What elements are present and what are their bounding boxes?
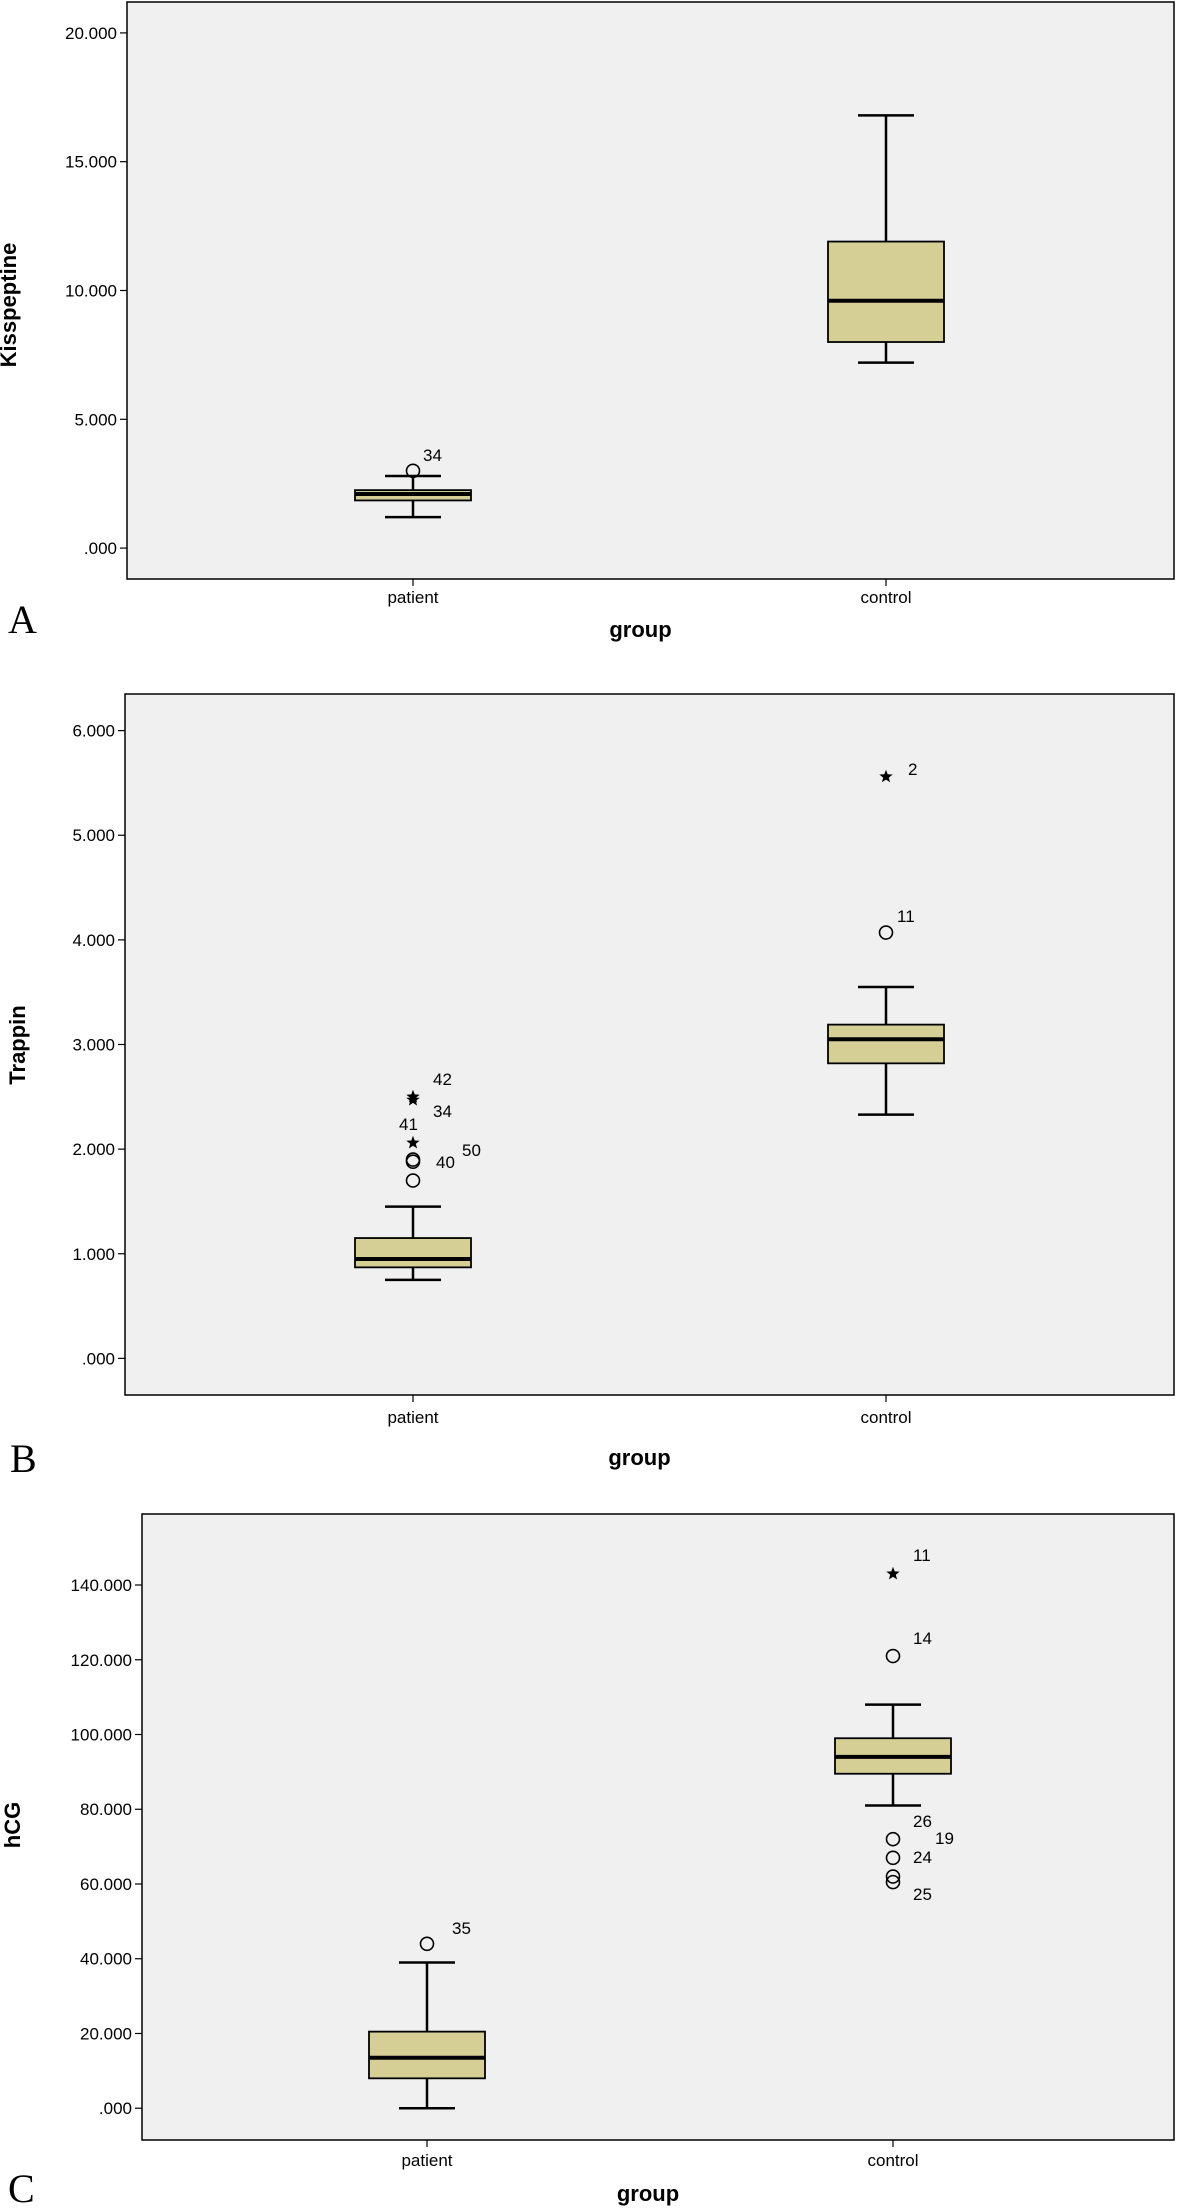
- outlier-circle: [885, 1648, 901, 1664]
- outlier-circle: [885, 1874, 901, 1890]
- outlier-label: 2: [908, 760, 917, 779]
- y-tick-label: 80.000: [80, 1800, 132, 1819]
- panel-letter: B: [10, 1436, 37, 1481]
- outlier-star: [879, 769, 893, 783]
- box-patient: [368, 1936, 486, 2110]
- outlier-label: 11: [897, 907, 915, 926]
- y-axis-label: hCG: [0, 1802, 25, 1848]
- y-tick-label: 15.000: [65, 153, 117, 172]
- chart-panel-a: .000 5.000 10.000 15.000 20.000 Kisspeptine pa…: [0, 1, 1175, 642]
- outlier-label: 40: [436, 1153, 455, 1172]
- y-tick-label: .000: [99, 2099, 132, 2118]
- outlier-star: [886, 1566, 900, 1580]
- y-tick-label: 120.000: [71, 1651, 132, 1670]
- y-tick-label: 3.000: [72, 1036, 115, 1055]
- outlier-label: 41: [399, 1115, 418, 1134]
- y-axis-label: Trappin: [5, 1005, 30, 1084]
- chart-panel-c: .000 20.000 40.000 60.000 80.000 100.000 120.0…: [0, 1513, 1175, 2211]
- x-tick-label-control: control: [860, 588, 911, 607]
- box-iqr: [368, 2030, 486, 2080]
- y-tick-label: 5.000: [74, 410, 117, 429]
- outlier-label: 34: [423, 446, 442, 465]
- box-control: [827, 769, 945, 1116]
- outlier-circle: [419, 1936, 435, 1952]
- box-patient: [354, 1089, 472, 1282]
- outlier-label: 25: [913, 1885, 932, 1904]
- outlier-label: 34: [433, 1102, 452, 1121]
- y-tick-label: 20.000: [65, 24, 117, 43]
- outlier-label: 50: [462, 1141, 481, 1160]
- x-axis-label: group: [608, 1445, 670, 1470]
- outlier-label: 35: [452, 1919, 471, 1938]
- outlier-label: 19: [935, 1829, 954, 1848]
- box-iqr: [827, 1023, 945, 1065]
- outlier-label: 24: [913, 1848, 932, 1867]
- box-control: [834, 1566, 952, 1890]
- plot-area: [141, 1513, 1175, 2141]
- y-tick-label: 60.000: [80, 1875, 132, 1894]
- box-iqr: [354, 1237, 472, 1269]
- y-tick-label: .000: [82, 1349, 115, 1368]
- y-tick-label: 1.000: [72, 1245, 115, 1264]
- outlier-circle: [405, 463, 421, 479]
- box-patient: [354, 463, 472, 519]
- outlier-circle: [885, 1850, 901, 1866]
- outlier-label: 26: [913, 1812, 932, 1831]
- plot-area: [126, 1, 1175, 580]
- x-axis-label: group: [617, 2181, 679, 2206]
- y-tick-label: 10.000: [65, 282, 117, 301]
- outlier-label: 42: [433, 1070, 452, 1089]
- outlier-label: 11: [913, 1546, 931, 1565]
- box-iqr: [827, 240, 945, 343]
- chart-panel-b: .000 1.000 2.000 3.000 4.000 5.000 6.000 Trappi…: [5, 693, 1175, 1481]
- x-tick-label-control: control: [867, 2151, 918, 2170]
- y-tick-label: 40.000: [80, 1950, 132, 1969]
- x-tick-label-patient: patient: [401, 2151, 452, 2170]
- x-tick-label-control: control: [860, 1408, 911, 1427]
- y-axis-label: Kisspeptine: [0, 243, 21, 368]
- outlier-circle: [885, 1869, 901, 1884]
- outlier-label: 14: [913, 1629, 932, 1648]
- outlier-circle: [405, 1154, 421, 1169]
- panel-letter: C: [8, 2166, 35, 2211]
- x-axis-label: group: [609, 617, 671, 642]
- y-tick-label: 140.000: [71, 1576, 132, 1595]
- outlier-circle: [405, 1173, 421, 1188]
- y-tick-label: 4.000: [72, 931, 115, 950]
- outlier-star: [406, 1135, 420, 1149]
- x-tick-label-patient: patient: [387, 588, 438, 607]
- y-tick-label: 20.000: [80, 2024, 132, 2043]
- y-tick-label: 2.000: [72, 1140, 115, 1159]
- outlier-circle: [885, 1831, 901, 1847]
- outlier-star: [406, 1093, 420, 1106]
- outlier-circle: [878, 925, 894, 940]
- y-tick-label: 6.000: [72, 722, 115, 741]
- x-tick-label-patient: patient: [387, 1408, 438, 1427]
- y-tick-label: .000: [84, 539, 117, 558]
- box-control: [827, 114, 945, 364]
- panel-letter: A: [8, 597, 37, 642]
- plot-area: [124, 693, 1175, 1396]
- y-tick-label: 5.000: [72, 826, 115, 845]
- y-tick-label: 100.000: [71, 1726, 132, 1745]
